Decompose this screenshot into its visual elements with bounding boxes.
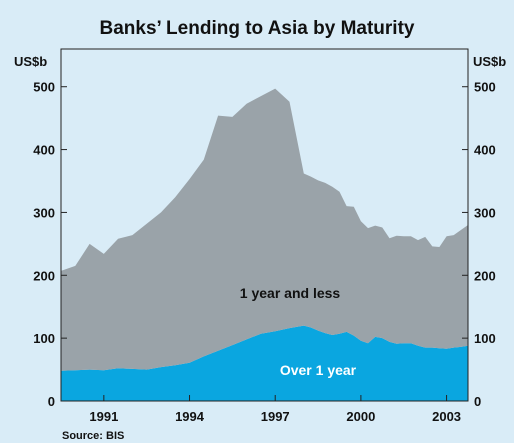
chart-axes: 0 0 100 100 200 200 300 300 400 400 500 500 1991 1994…	[33, 48, 496, 424]
y-tick-label-left: 200	[33, 268, 55, 283]
plot-frame	[60, 48, 469, 402]
chart-areas	[61, 88, 468, 401]
y-tick-label-left: 0	[48, 394, 55, 409]
y-tick-label-right: 0	[474, 394, 481, 409]
y-tick-label-right: 200	[474, 268, 496, 283]
chart-title: Banks’ Lending to Asia by Maturity	[100, 18, 415, 39]
y-tick-label-left: 100	[33, 331, 55, 346]
series-area-0	[61, 325, 468, 401]
y-tick-label-right: 100	[474, 331, 496, 346]
series-area-1	[61, 88, 468, 371]
y-tick-label-left: 400	[33, 143, 55, 158]
left-unit-label: US$b	[14, 54, 47, 69]
y-tick-label-right: 500	[474, 80, 496, 95]
x-tick-label: 2003	[432, 409, 461, 424]
x-tick-label: 1991	[89, 409, 118, 424]
area-label-long-term: Over 1 year	[280, 362, 357, 378]
y-tick-label-right: 400	[474, 143, 496, 158]
source-note: Source: BIS	[62, 430, 124, 442]
right-unit-label: US$b	[473, 54, 506, 69]
area-label-short-term: 1 year and less	[240, 285, 341, 301]
x-tick-label: 1997	[261, 409, 290, 424]
y-tick-label-left: 500	[33, 80, 55, 95]
x-tick-label: 2000	[346, 409, 375, 424]
y-tick-label-left: 300	[33, 205, 55, 220]
y-tick-label-right: 300	[474, 205, 496, 220]
x-tick-label: 1994	[175, 409, 205, 424]
